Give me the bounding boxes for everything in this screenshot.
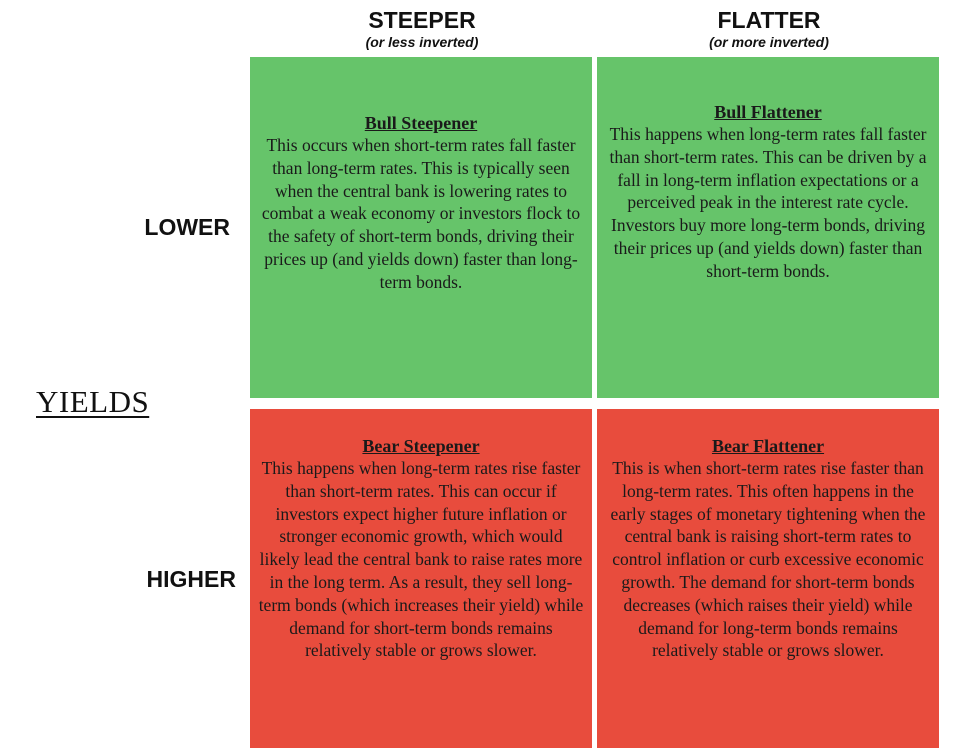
column-header-steeper: STEEPER (or less inverted)	[250, 6, 594, 51]
cell-title: Bear Flattener	[711, 436, 825, 456]
column-header-flatter: FLATTER (or more inverted)	[597, 6, 941, 51]
axis-label-yields: YIELDS	[36, 384, 150, 419]
row-label-higher: HIGHER	[146, 566, 236, 592]
column-title: STEEPER	[368, 7, 476, 33]
column-title: FLATTER	[717, 7, 821, 33]
column-subtitle: (or more inverted)	[709, 34, 829, 50]
cell-bull-flattener: Bull Flattener This happens when long-te…	[597, 57, 939, 398]
column-subtitle: (or less inverted)	[365, 34, 479, 50]
cell-body: This happens when long-term rates rise f…	[258, 458, 584, 661]
cell-title: Bull Steepener	[364, 113, 478, 133]
cell-body: This happens when long-term rates fall f…	[609, 124, 927, 281]
cell-title: Bull Flattener	[714, 102, 822, 122]
cell-bear-flattener: Bear Flattener This is when short-term r…	[597, 409, 939, 748]
cell-bull-steepener: Bull Steepener This occurs when short-te…	[250, 57, 592, 398]
cell-body: This occurs when short-term rates fall f…	[261, 135, 581, 292]
row-label-lower: LOWER	[144, 214, 230, 240]
cell-body: This is when short-term rates rise faste…	[610, 458, 926, 661]
cell-title: Bear Steepener	[362, 436, 480, 456]
cell-bear-steepener: Bear Steepener This happens when long-te…	[250, 409, 592, 748]
